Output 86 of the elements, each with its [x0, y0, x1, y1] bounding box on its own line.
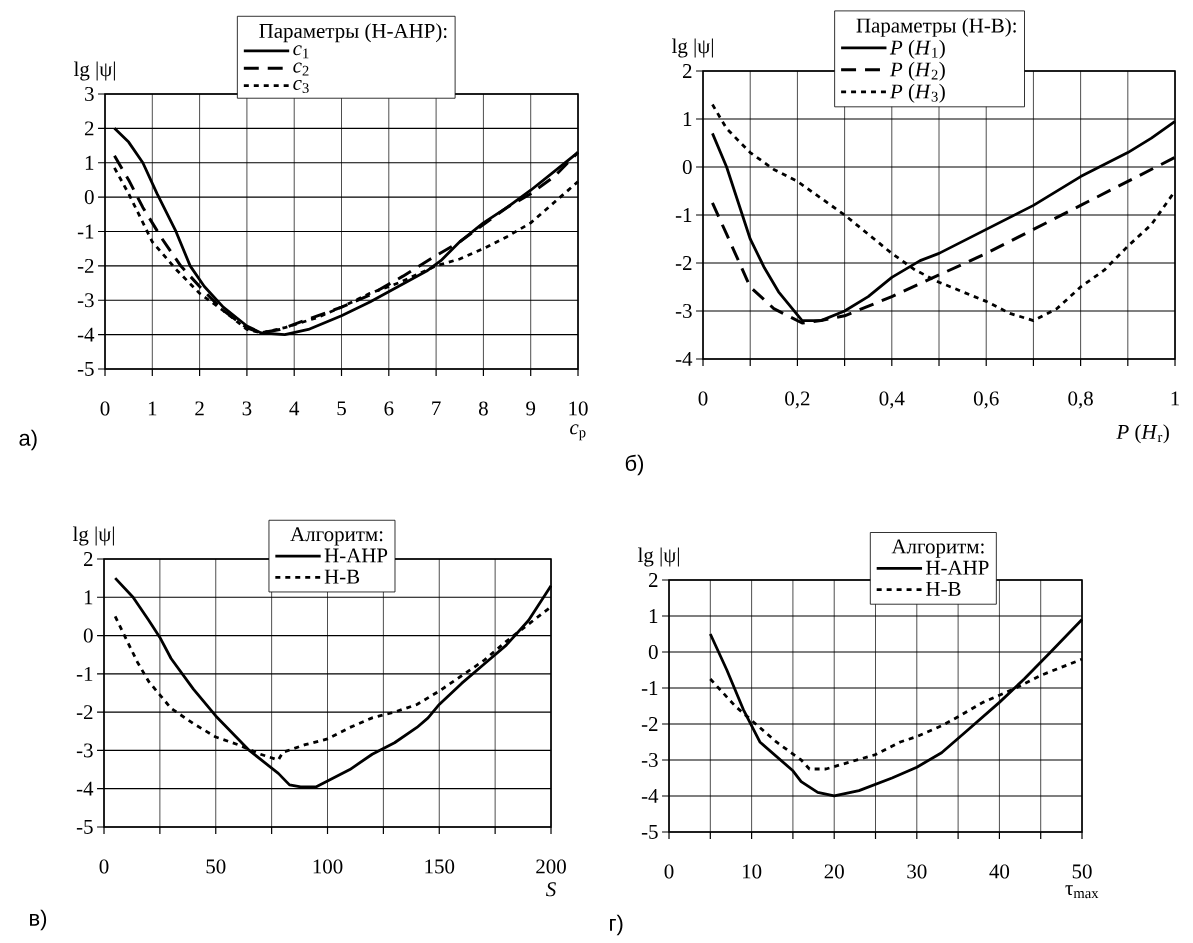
y-tick-label: 0	[648, 644, 658, 660]
y-tick-label: 2	[648, 573, 658, 587]
y-tick-label: -2	[675, 256, 692, 270]
x-tick-label: 40	[989, 864, 1010, 879]
legend-title: Параметры (Н-АНР):	[259, 23, 447, 43]
y-tick-label: -2	[641, 717, 658, 731]
x-tick-label: 8	[478, 401, 488, 416]
x-tick-label: 0,8	[1068, 391, 1093, 409]
x-tick-label: 50	[1072, 864, 1092, 879]
x-axis-title: τ$_{max}$	[1065, 885, 1099, 899]
legend-label: Н-В	[324, 569, 360, 584]
x-tick-label: 0	[100, 401, 110, 416]
legend-label: P (H$_{2}$)	[889, 61, 945, 81]
legend-title: Алгоритм:	[891, 539, 984, 558]
y-tick-label: -1	[76, 666, 93, 681]
x-tick-label: 4	[289, 401, 300, 416]
x-tick-label: 1	[148, 401, 157, 416]
x-tick-label: 1	[1171, 391, 1179, 406]
y-tick-label: 1	[683, 112, 692, 126]
y-tick-label: -1	[77, 224, 94, 239]
y-tick-label: -3	[641, 752, 658, 768]
x-tick-label: 3	[242, 401, 252, 416]
y-tick-label: -2	[77, 258, 94, 273]
x-tick-label: 5	[337, 401, 346, 416]
y-tick-label: 3	[85, 86, 94, 102]
y-axis-title: lg |ψ|	[72, 526, 114, 546]
x-tick-label: 0,6	[973, 391, 999, 409]
x-tick-label: 0	[698, 391, 708, 406]
x-tick-label: 7	[432, 401, 441, 416]
y-tick-label: -3	[76, 743, 93, 758]
x-tick-label: 50	[206, 859, 226, 874]
y-tick-label: 2	[84, 121, 94, 136]
y-tick-label: 0	[682, 159, 692, 175]
x-tick-label: 2	[195, 401, 204, 416]
x-axis-title: S	[546, 882, 556, 897]
legend-label: Н-АНР	[324, 548, 388, 563]
legend-label: c$_{2}$	[293, 62, 309, 76]
y-tick-label: 0	[83, 628, 93, 643]
x-tick-label: 150	[425, 859, 455, 874]
y-tick-label: 0	[84, 190, 94, 205]
y-tick-label: 2	[83, 552, 93, 566]
y-tick-label: 1	[85, 155, 94, 170]
legend-title: Параметры (Н-В):	[856, 17, 1016, 37]
y-tick-label: -4	[675, 352, 693, 366]
y-tick-label: -1	[675, 208, 692, 222]
text: г)	[610, 914, 623, 936]
y-tick-label: -2	[76, 705, 93, 720]
x-tick-label: 0	[664, 864, 674, 879]
legend-label: c$_{1}$	[293, 45, 309, 59]
x-tick-label: 0	[99, 859, 109, 874]
x-tick-label: 6	[384, 401, 394, 416]
legend-title: Алгоритм:	[290, 527, 383, 546]
x-tick-label: 10	[569, 401, 588, 416]
y-tick-label: 1	[649, 609, 658, 623]
x-axis-title: c$_{p}$	[570, 424, 586, 441]
x-tick-label: 20	[824, 864, 844, 879]
y-tick-label: -5	[76, 820, 93, 834]
x-tick-label: 100	[313, 859, 343, 874]
y-tick-label: -4	[76, 781, 94, 796]
legend-label: c$_{3}$	[293, 79, 309, 94]
legend-label: Н-АНР	[926, 560, 989, 575]
y-tick-label: -3	[77, 293, 94, 308]
x-tick-label: 9	[526, 401, 536, 416]
text: б)	[625, 454, 644, 476]
y-tick-label: -5	[641, 825, 658, 839]
text: в)	[30, 909, 47, 931]
x-tick-label: 0,4	[879, 391, 905, 409]
legend-label: P (H$_{1}$)	[889, 39, 945, 59]
x-axis-title: P (H$_{r}$)	[1116, 424, 1169, 444]
y-tick-label: -4	[641, 789, 659, 803]
x-tick-label: 200	[536, 859, 566, 874]
y-axis-title: lg |ψ|	[73, 61, 115, 81]
y-tick-label: -5	[77, 362, 94, 376]
y-axis-title: lg |ψ|	[637, 547, 679, 567]
y-tick-label: 2	[682, 64, 692, 78]
y-tick-label: 1	[84, 590, 93, 605]
y-tick-label: -3	[675, 303, 692, 319]
x-tick-label: 0,2	[785, 391, 810, 409]
y-tick-label: -4	[77, 327, 95, 342]
y-tick-label: -1	[641, 681, 658, 695]
x-tick-label: 10	[742, 864, 762, 879]
legend-label: Н-В	[926, 582, 961, 596]
legend-label: P (H$_{3}$)	[889, 83, 945, 103]
text: а)	[19, 429, 37, 451]
x-tick-label: 30	[907, 864, 927, 879]
y-axis-title: lg |ψ|	[671, 38, 713, 58]
